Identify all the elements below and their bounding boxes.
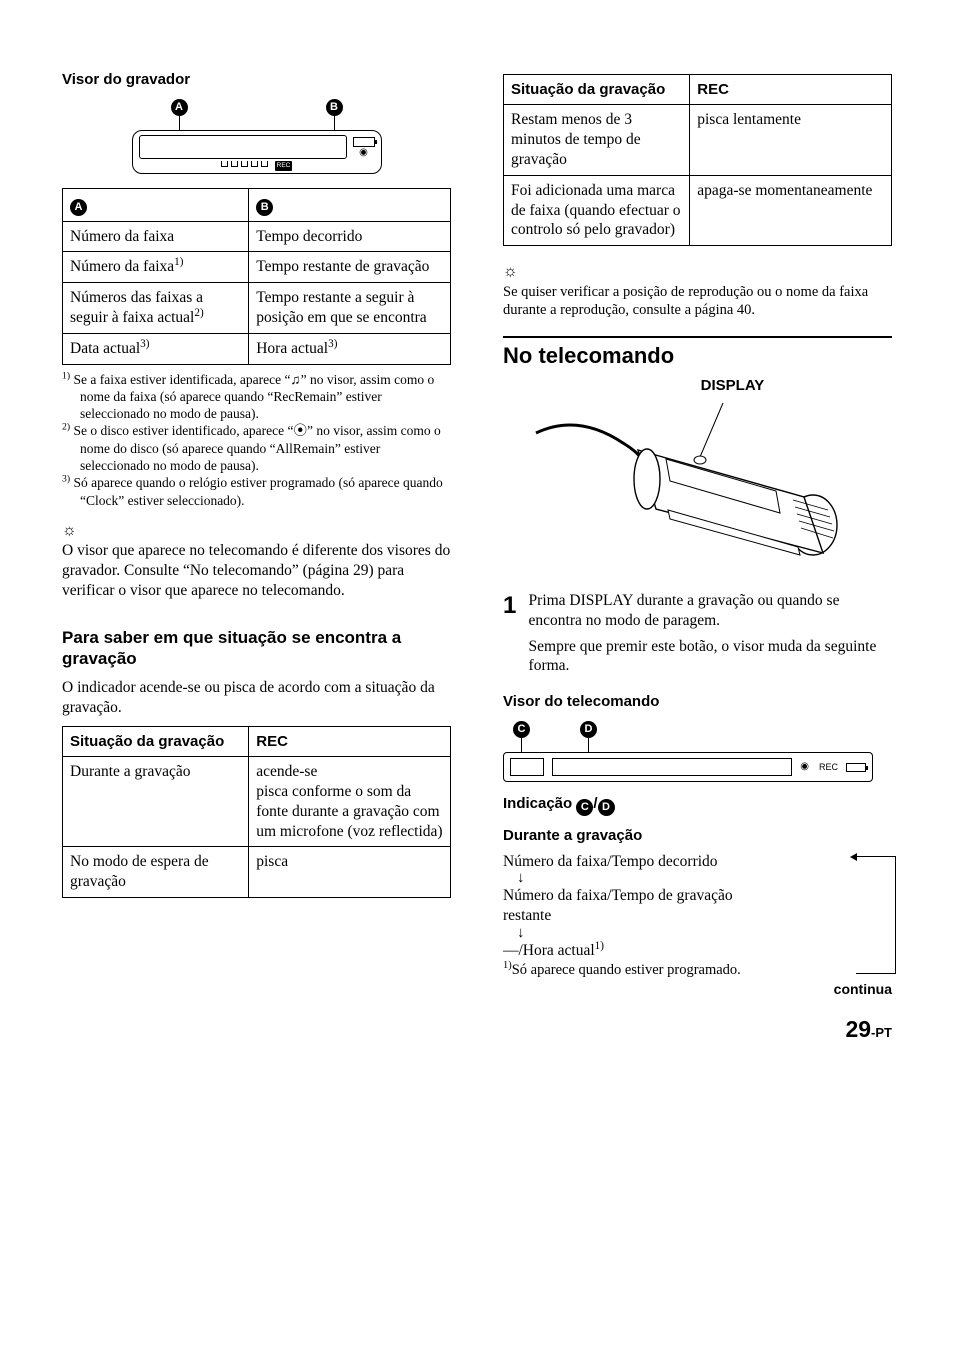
tip-text: O visor que aparece no telecomando é dif…: [62, 541, 451, 600]
recorder-lcd-diagram: A B ◉: [62, 99, 451, 173]
tip-icon: ☼: [503, 262, 518, 282]
rec-indicator: REC: [275, 161, 293, 170]
table-row: Restam menos de 3 minutos de tempo de gr…: [504, 105, 892, 175]
heading-visor-telecomando: Visor do telecomando: [503, 692, 892, 711]
tip-icon: ☼: [62, 521, 77, 541]
label-a-badge: A: [171, 99, 188, 116]
label-d-badge: D: [580, 721, 597, 738]
page-number: 29-PT: [62, 1015, 892, 1044]
footnotes: 1) Se a faixa estiver identificada, apar…: [62, 371, 451, 509]
disc-icon: ◉: [359, 148, 368, 158]
heading-situacao: Para saber em que situação se encontra a…: [62, 627, 451, 671]
table-row: Durante a gravação acende-se pisca confo…: [63, 757, 451, 847]
music-note-icon: ♫: [290, 372, 300, 387]
table-rec-status-cont: Situação da gravação REC Restam menos de…: [503, 74, 892, 246]
table-row: Números das faixas a seguir à faixa actu…: [63, 283, 451, 334]
remote-diagram: DISPLAY: [503, 376, 892, 571]
table-row: Número da faixa Tempo decorrido: [63, 221, 451, 252]
table-row: Foi adicionada uma marca de faixa (quand…: [504, 175, 892, 245]
table-row: No modo de espera de gravação pisca: [63, 847, 451, 898]
rec-text: REC: [819, 762, 838, 774]
step-1: 1 Prima DISPLAY durante a gravação ou qu…: [503, 591, 892, 682]
heading-visor-gravador: Visor do gravador: [62, 70, 451, 89]
tip2-text: Se quiser verificar a posição de reprodu…: [503, 283, 892, 320]
situacao-intro: O indicador acende-se ou pisca de acordo…: [62, 678, 451, 718]
step-number: 1: [503, 591, 525, 682]
disc-icon-small: ◉: [800, 761, 809, 774]
label-b-badge: B: [326, 99, 343, 116]
col-a-badge: A: [70, 199, 87, 216]
battery-icon-small: [846, 763, 866, 772]
display-flow: Número da faixa/Tempo decorrido ↓ Número…: [503, 852, 892, 980]
subhead-durante: Durante a gravação: [503, 826, 892, 845]
table-rec-status: Situação da gravação REC Durante a grava…: [62, 726, 451, 898]
battery-icon: [353, 137, 375, 147]
disc-inline-icon: ⦿: [294, 423, 308, 438]
col-b-badge: B: [256, 199, 273, 216]
table-row: Número da faixa1) Tempo restante de grav…: [63, 252, 451, 283]
table-row: Data actual3) Hora actual3): [63, 333, 451, 364]
heading-telecomando: No telecomando: [503, 336, 892, 370]
remote-lcd-diagram: C D ◉ REC: [503, 721, 892, 782]
label-c-badge: C: [513, 721, 530, 738]
continua-label: continua: [503, 981, 892, 999]
heading-indicacao: Indicação C/D: [503, 794, 892, 816]
table-ab: A B Número da faixa Tempo decorrido Núme…: [62, 188, 451, 365]
